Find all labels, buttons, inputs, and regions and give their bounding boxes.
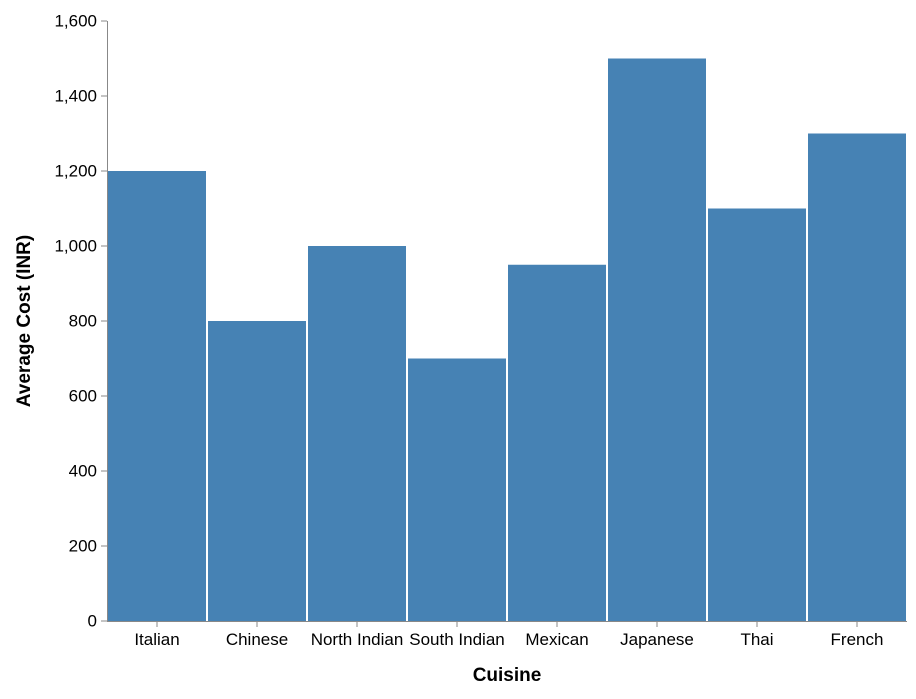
x-tick-label: French bbox=[831, 630, 884, 649]
y-tick-label: 1,600 bbox=[54, 12, 97, 31]
y-tick-label: 200 bbox=[69, 537, 97, 556]
x-axis-title: Cuisine bbox=[473, 665, 542, 686]
bar-japanese bbox=[608, 58, 706, 621]
x-axis: Italian Chinese North Indian South Indian Me… bbox=[107, 621, 907, 649]
x-tick-label: Mexican bbox=[525, 630, 588, 649]
bar-italian bbox=[108, 171, 206, 621]
y-tick-label: 600 bbox=[69, 387, 97, 406]
y-tick-label: 400 bbox=[69, 462, 97, 481]
bar-mexican bbox=[508, 264, 606, 621]
x-tick-label: Chinese bbox=[226, 630, 288, 649]
y-tick-label: 1,000 bbox=[54, 237, 97, 256]
bar-north-indian bbox=[308, 246, 406, 621]
bar-south-indian bbox=[408, 358, 506, 621]
x-tick-label: North Indian bbox=[311, 630, 404, 649]
y-axis-title: Average Cost (INR) bbox=[14, 235, 35, 407]
bars-group bbox=[108, 58, 906, 621]
x-tick-label: Italian bbox=[134, 630, 179, 649]
x-tick-label: Japanese bbox=[620, 630, 694, 649]
bar-thai bbox=[708, 208, 806, 621]
bar-french bbox=[808, 133, 906, 621]
y-tick-label: 1,400 bbox=[54, 87, 97, 106]
x-tick-label: Thai bbox=[740, 630, 773, 649]
y-tick-label: 1,200 bbox=[54, 162, 97, 181]
y-axis: 0 200 400 600 800 1,000 1,200 1,400 1,600 bbox=[54, 12, 108, 631]
y-tick-label: 800 bbox=[69, 312, 97, 331]
bar-chinese bbox=[208, 321, 306, 621]
x-tick-label: South Indian bbox=[409, 630, 504, 649]
y-tick-label: 0 bbox=[88, 612, 97, 631]
